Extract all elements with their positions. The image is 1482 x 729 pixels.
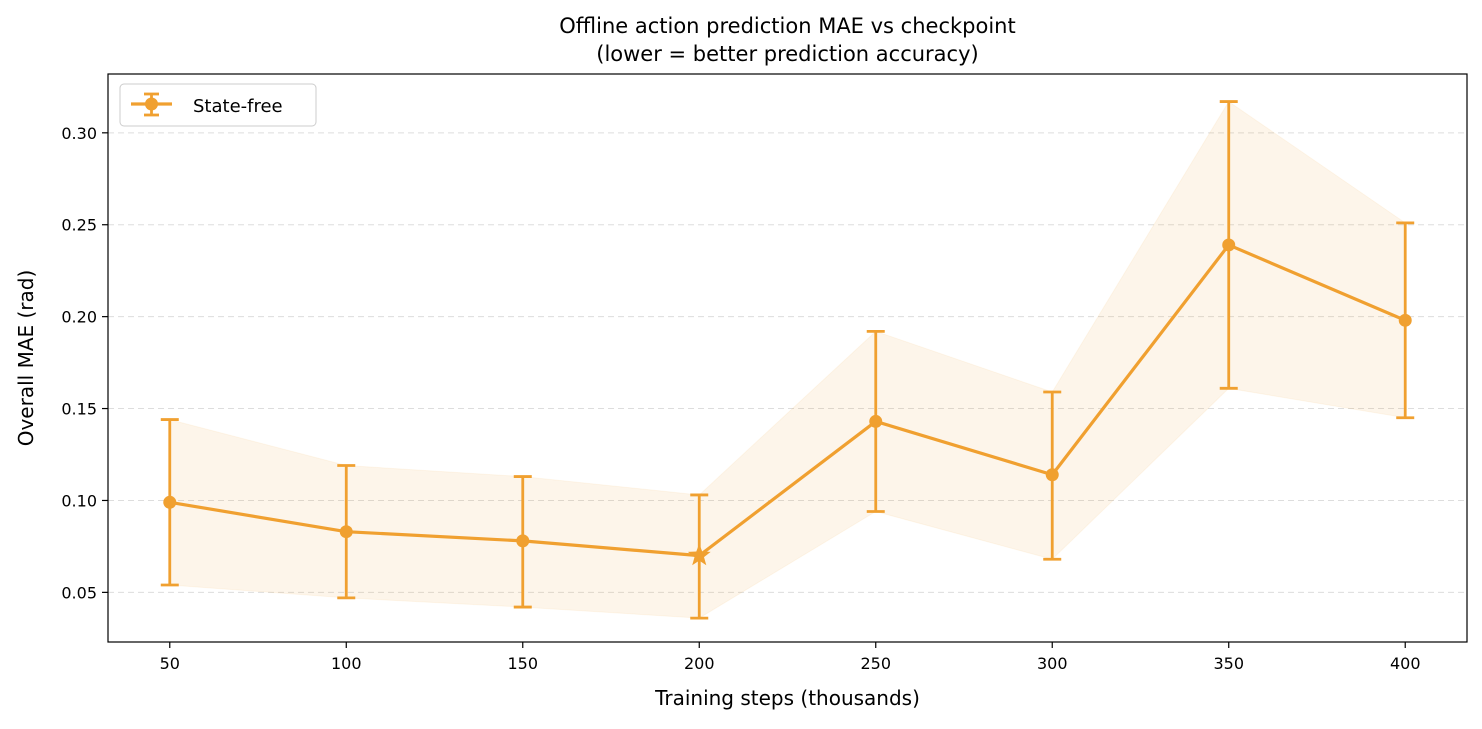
x-tick-label-1: 100: [331, 654, 362, 673]
error-band-state-free: [169, 100, 1406, 619]
data-point-6: [1222, 238, 1236, 252]
error-band-layer: [169, 100, 1406, 619]
x-axis-label: Training steps (thousands): [654, 686, 920, 710]
chart-subtitle: (lower = better prediction accuracy): [596, 42, 978, 66]
y-tick-layer: 0.05 0.10 0.15 0.20 0.25 0.30: [61, 124, 108, 602]
data-point-7: [1398, 313, 1412, 327]
series-line-state-free: [169, 243, 1406, 558]
chart-title: Offline action prediction MAE vs checkpo…: [559, 14, 1015, 38]
legend: State-free: [119, 83, 317, 127]
grid-layer: [108, 132, 1467, 593]
x-tick-label-7: 400: [1390, 654, 1421, 673]
x-tick-label-6: 350: [1213, 654, 1244, 673]
data-point-0: [163, 495, 177, 509]
x-tick-label-0: 50: [160, 654, 180, 673]
data-point-best-star: [687, 543, 711, 566]
legend-swatch-marker: [145, 97, 158, 111]
y-tick-label-0: 0.05: [61, 583, 97, 602]
y-tick-label-5: 0.30: [61, 124, 97, 143]
y-tick-label-3: 0.20: [61, 308, 97, 327]
legend-box: [119, 83, 317, 127]
legend-label-state-free: State-free: [193, 96, 283, 117]
data-point-4: [869, 414, 883, 428]
x-tick-label-5: 300: [1037, 654, 1068, 673]
data-point-1: [339, 525, 353, 539]
data-point-2: [516, 534, 530, 548]
y-tick-label-4: 0.25: [61, 216, 97, 235]
y-axis-label: Overall MAE (rad): [14, 270, 38, 447]
y-tick-label-1: 0.10: [61, 491, 97, 510]
data-point-5: [1045, 468, 1059, 482]
x-tick-label-4: 250: [860, 654, 891, 673]
x-tick-layer: 50 100 150 200 250 300 350 400: [160, 642, 1421, 673]
series-layer: [160, 100, 1415, 620]
plot-frame: [107, 73, 1468, 643]
x-tick-label-2: 150: [507, 654, 538, 673]
y-tick-label-2: 0.15: [61, 400, 97, 419]
legend-swatch: [131, 92, 172, 117]
x-tick-label-3: 200: [684, 654, 715, 673]
